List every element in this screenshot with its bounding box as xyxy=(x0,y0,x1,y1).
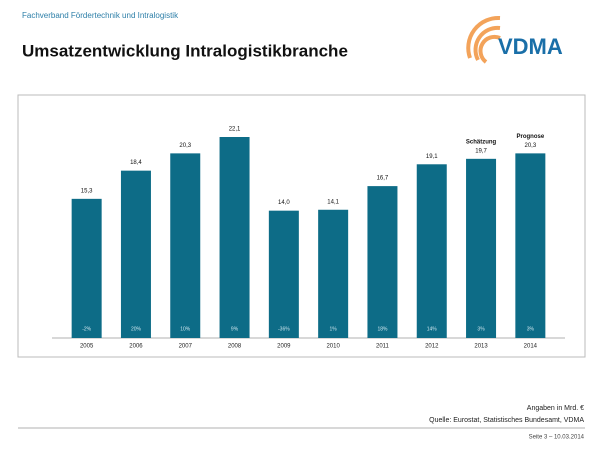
logo-arc xyxy=(473,25,501,61)
x-tick-label: 2012 xyxy=(425,344,439,350)
bar xyxy=(219,137,250,338)
bar xyxy=(367,186,398,338)
page-number: Seite 3 – 10.03.2014 xyxy=(529,435,585,441)
bar xyxy=(268,210,299,338)
growth-label: 14% xyxy=(427,326,438,332)
x-tick-label: 2011 xyxy=(376,344,390,350)
value-label: 18,4 xyxy=(130,160,142,166)
value-label: 15,3 xyxy=(81,188,93,194)
value-label: 19,1 xyxy=(426,154,438,160)
value-label: 14,1 xyxy=(327,199,339,205)
bar-note: Schätzung xyxy=(466,139,497,145)
bar xyxy=(71,198,102,338)
bar xyxy=(416,164,447,338)
chart-frame xyxy=(17,94,586,358)
bar xyxy=(466,158,497,338)
growth-label: 3% xyxy=(477,326,485,332)
value-label: 20,3 xyxy=(179,143,191,149)
growth-label: -2% xyxy=(82,326,91,332)
growth-label: 18% xyxy=(377,326,388,332)
unit-note: Angaben in Mrd. € xyxy=(527,405,584,412)
x-tick-label: 2005 xyxy=(80,344,94,350)
source-note: Quelle: Eurostat, Statistisches Bundesam… xyxy=(429,417,584,424)
value-label: 14,0 xyxy=(278,200,290,206)
value-label: 19,7 xyxy=(475,148,487,154)
growth-label: 9% xyxy=(231,326,239,332)
logo-text: VDMA xyxy=(498,34,563,59)
x-tick-label: 2014 xyxy=(524,344,538,350)
bar-note: Prognose xyxy=(517,134,545,140)
growth-label: 10% xyxy=(180,326,191,332)
x-tick-label: 2009 xyxy=(277,344,291,350)
bar xyxy=(318,209,349,338)
chart-title: Umsatzentwicklung Intralogistikbranche xyxy=(22,41,348,60)
logo-arc xyxy=(466,15,501,59)
x-tick-label: 2008 xyxy=(228,344,242,350)
growth-label: 20% xyxy=(131,326,142,332)
plot: 2005 15,3 -2% 2006 18,4 20% 2007 20,3 10% 2008 22,… xyxy=(52,127,565,350)
bar xyxy=(120,170,151,338)
value-label: 20,3 xyxy=(525,143,537,149)
logo-arc xyxy=(478,34,501,64)
growth-label: -36% xyxy=(278,326,290,332)
x-tick-label: 2013 xyxy=(474,344,488,350)
logo: VDMA xyxy=(466,15,563,64)
growth-label: 3% xyxy=(527,326,535,332)
value-label: 16,7 xyxy=(377,176,389,182)
x-tick-label: 2007 xyxy=(179,344,193,350)
bar xyxy=(170,153,201,338)
growth-label: 1% xyxy=(330,326,338,332)
bar xyxy=(515,153,546,338)
x-tick-label: 2010 xyxy=(326,344,340,350)
value-label: 22,1 xyxy=(229,127,241,133)
organization: Fachverband Fördertechnik und Intralogis… xyxy=(22,11,179,20)
x-tick-label: 2006 xyxy=(129,344,143,350)
